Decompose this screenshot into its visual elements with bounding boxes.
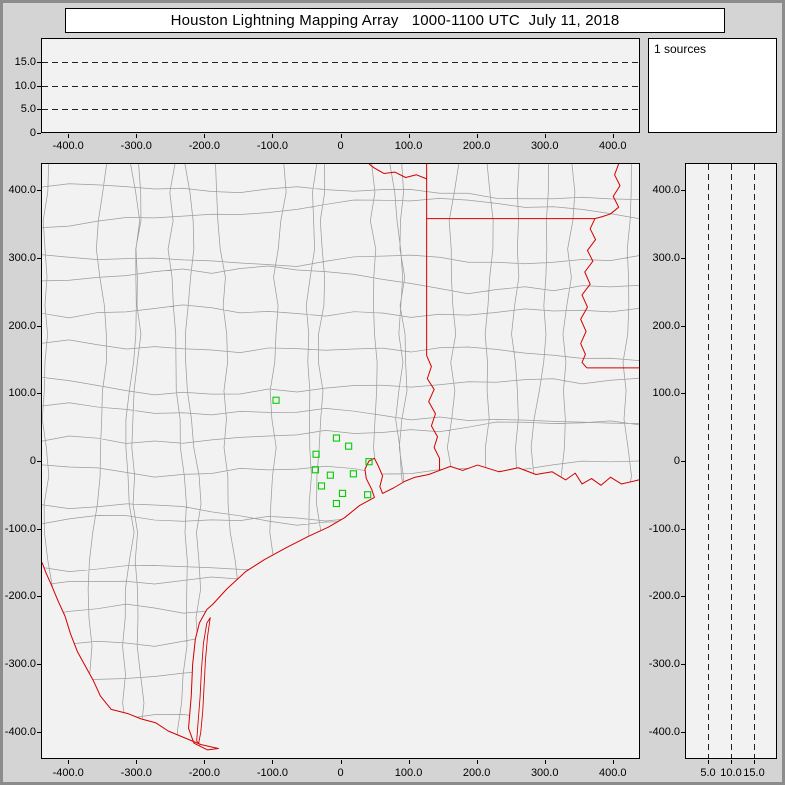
state-borders xyxy=(368,164,639,471)
tick-label: -400.0 xyxy=(52,767,84,779)
tick-label: 200.0 xyxy=(462,140,491,152)
tick-mark xyxy=(204,760,206,764)
altitude-ew-plot[interactable] xyxy=(41,38,640,133)
tick-mark xyxy=(476,134,478,138)
tick-label: -200.0 xyxy=(188,140,220,152)
tick-mark xyxy=(37,133,41,134)
sources-panel: 1 sources xyxy=(648,38,777,133)
tick-mark xyxy=(708,760,709,764)
tick-label: -300.0 xyxy=(120,767,152,779)
tick-label: 300.0 xyxy=(530,767,559,779)
tick-mark xyxy=(204,134,206,138)
tick-label: -100.0 xyxy=(4,522,36,535)
map-canvas[interactable] xyxy=(42,164,639,758)
title-bar: Houston Lightning Mapping Array 1000-110… xyxy=(65,8,725,33)
tick-label: 0 xyxy=(337,767,344,779)
tick-label: 15.0 xyxy=(743,767,765,779)
tick-mark xyxy=(544,760,546,764)
tick-label: 200.0 xyxy=(462,767,491,779)
tick-label: 400.0 xyxy=(8,184,36,197)
tick-mark xyxy=(612,760,614,764)
lma-station-marker xyxy=(312,450,320,458)
tick-label: 100.0 xyxy=(394,140,423,152)
lma-station-marker xyxy=(272,396,280,404)
tick-label: -200.0 xyxy=(188,767,220,779)
tick-mark xyxy=(754,760,755,764)
tick-mark xyxy=(408,134,410,138)
tick-label: 0 xyxy=(337,140,344,152)
lma-station-marker xyxy=(338,489,347,497)
tick-label: 400.0 xyxy=(599,140,627,152)
barrier-island-outline xyxy=(196,617,211,744)
tick-label: -300.0 xyxy=(4,658,36,671)
tick-label: -400.0 xyxy=(52,140,84,152)
tick-label: 0 xyxy=(29,127,36,139)
tick-mark xyxy=(68,134,70,138)
tick-mark xyxy=(544,134,546,138)
lma-station-marker xyxy=(332,499,341,508)
tick-mark xyxy=(340,760,342,764)
tick-mark xyxy=(272,760,274,764)
lma-station-marker xyxy=(332,434,341,442)
tick-label: 300.0 xyxy=(530,140,559,152)
sources-count-label: 1 sources xyxy=(654,42,707,56)
tick-label: 5.0 xyxy=(700,767,716,779)
tick-label: 15.0 xyxy=(14,55,36,68)
page-title: Houston Lightning Mapping Array 1000-110… xyxy=(170,12,620,29)
tick-label: 10.0 xyxy=(720,767,742,779)
tick-label: 200.0 xyxy=(8,319,36,332)
lma-station-marker xyxy=(365,458,373,466)
lma-station-marker xyxy=(311,466,319,474)
tick-label: 5.0 xyxy=(20,103,36,116)
tick-mark xyxy=(731,760,732,764)
lma-station-marker xyxy=(345,442,353,450)
tick-label: -400.0 xyxy=(4,725,36,738)
altitude-ns-plot[interactable] xyxy=(685,163,777,759)
tick-label: 0 xyxy=(29,455,36,467)
tick-label: 400.0 xyxy=(599,767,627,779)
tick-label: -100.0 xyxy=(256,140,289,152)
tick-mark xyxy=(136,760,138,764)
lma-station-layer xyxy=(272,396,373,508)
county-boundaries xyxy=(42,164,639,750)
tick-mark xyxy=(340,134,342,138)
tick-label: -100.0 xyxy=(256,767,289,779)
coastline-and-rio-grande xyxy=(42,457,639,751)
tick-mark xyxy=(136,134,138,138)
tick-mark xyxy=(68,760,70,764)
plan-view-map-panel[interactable] xyxy=(41,163,640,759)
lma-station-marker xyxy=(326,471,334,479)
tick-label: 100.0 xyxy=(394,767,423,779)
tick-mark xyxy=(408,760,410,764)
lma-station-marker xyxy=(317,482,326,490)
tick-mark xyxy=(272,134,274,138)
tick-label: 10.0 xyxy=(14,79,36,92)
tick-label: -200.0 xyxy=(4,590,36,603)
tick-mark xyxy=(476,760,478,764)
tick-label: -300.0 xyxy=(120,140,152,152)
lma-station-marker xyxy=(364,491,372,499)
tick-label: 100.0 xyxy=(8,387,36,400)
tick-label: 300.0 xyxy=(8,251,36,264)
lma-station-marker xyxy=(349,470,357,478)
tick-mark xyxy=(612,134,614,138)
